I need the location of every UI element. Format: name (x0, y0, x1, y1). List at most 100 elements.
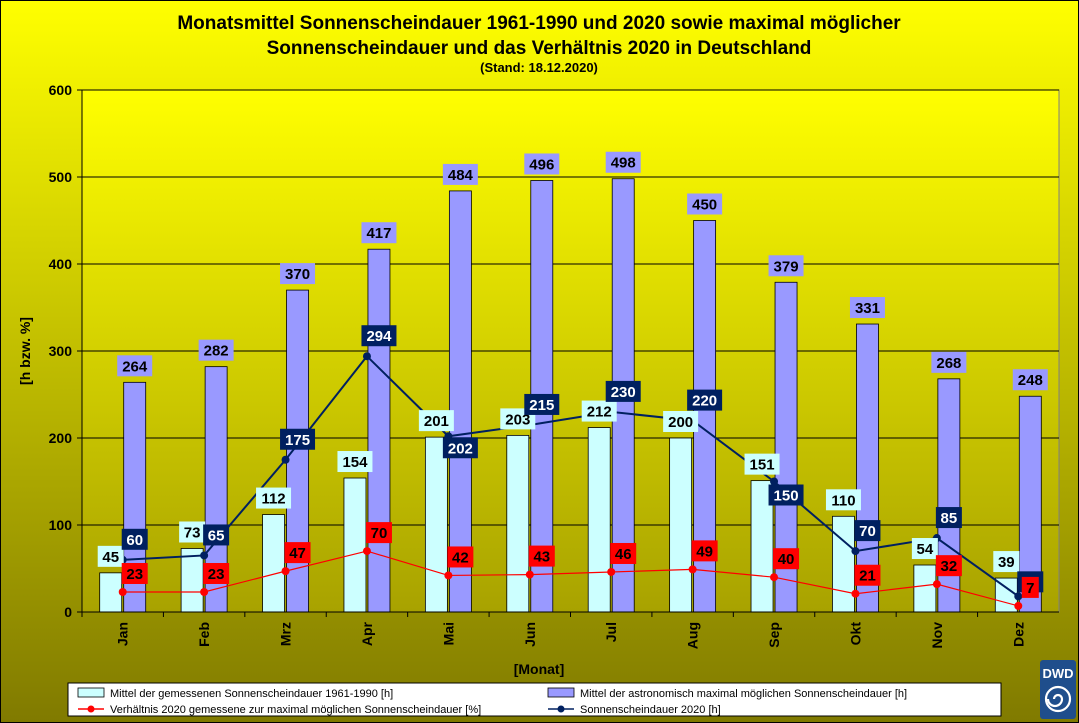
bar-mean-Jun (506, 434, 530, 613)
label-max-Apr: 417 (361, 222, 397, 244)
point-ratio-Aug (688, 565, 697, 574)
label-sun2020-Aug: 220 (687, 389, 723, 411)
label-ratio-Jul-bg (610, 542, 637, 564)
label-mean-Mai-text: 201 (424, 413, 449, 430)
label-max-Jan-text: 264 (122, 358, 148, 375)
label-sun2020-Feb: 65 (203, 524, 230, 546)
point-ratio-Feb (200, 587, 209, 596)
label-sun2020-Sep-text: 150 (774, 488, 799, 505)
label-ratio-Mai: 42 (447, 546, 474, 568)
label-max-Jan: 264 (117, 355, 153, 377)
label-sun2020-Jun-bg (524, 393, 560, 415)
label-mean-Jan-bg (97, 545, 124, 567)
label-max-Nov-text: 268 (936, 355, 961, 372)
dwd-spiral-icon (1044, 685, 1072, 713)
label-ratio-Apr-bg (365, 522, 392, 544)
point-sun2020-Mrz (281, 455, 290, 464)
bar-max-Nov (937, 378, 961, 613)
bar-mean-Aug (669, 437, 693, 613)
bar-max-Mrz (286, 289, 309, 613)
bar-mean-Nov (913, 564, 937, 613)
label-ratio-Sep-bg (773, 548, 800, 570)
label-ratio-Dez-text: 7 (1026, 580, 1034, 597)
x-tick-label-Aug: Aug (685, 622, 701, 649)
point-sun2020-Apr (362, 352, 371, 361)
label-max-Feb-text: 282 (204, 343, 229, 360)
label-sun2020-Apr: 294 (361, 325, 397, 347)
label-ratio-Aug-text: 49 (696, 543, 713, 560)
label-ratio-Aug: 49 (691, 540, 718, 562)
point-sun2020-Sep (770, 477, 779, 486)
y-tick-label: 0 (64, 604, 72, 620)
legend-swatch-mean (77, 687, 105, 698)
point-ratio-Jul (607, 567, 616, 576)
line-ratio (122, 550, 1019, 607)
bar-mean-Jul (587, 427, 611, 613)
point-sun2020-Okt (851, 547, 860, 556)
label-sun2020-Mai-bg (442, 437, 478, 459)
label-mean-Nov-text: 54 (917, 541, 934, 558)
point-ratio-Mai (444, 571, 453, 580)
label-max-Mai: 484 (442, 163, 478, 185)
legend-marker-ratio (87, 705, 95, 713)
legend-swatch-max (547, 687, 575, 698)
label-mean-Apr-bg (337, 451, 373, 473)
label-sun2020-Sep-bg (768, 484, 804, 506)
label-sun2020-Jul-text: 230 (611, 384, 636, 401)
label-max-Feb: 282 (198, 339, 234, 361)
label-max-Nov: 268 (931, 351, 967, 373)
label-sun2020-Aug-bg (687, 389, 723, 411)
label-sun2020-Okt-bg (854, 520, 881, 542)
label-sun2020-Apr-text: 294 (366, 328, 392, 345)
label-max-Sep: 379 (768, 255, 804, 277)
label-ratio-Feb-text: 23 (208, 566, 225, 583)
label-ratio-Dez: 7 (1021, 576, 1039, 598)
point-ratio-Dez (1014, 601, 1023, 610)
label-sun2020-Jan: 60 (121, 528, 148, 550)
label-mean-Mai: 201 (418, 410, 454, 432)
point-ratio-Mrz (281, 567, 290, 576)
x-tick-label-Nov: Nov (929, 622, 945, 649)
legend-marker-sun2020 (557, 705, 565, 713)
label-mean-Nov: 54 (911, 538, 938, 560)
label-max-Nov-bg (931, 351, 967, 373)
label-ratio-Mrz: 47 (284, 542, 311, 564)
label-mean-Feb-bg (179, 521, 206, 543)
x-tick-label-Sep: Sep (766, 622, 782, 648)
bar-mean-Apr (343, 477, 367, 613)
label-mean-Jan-text: 45 (102, 549, 119, 566)
label-max-Sep-text: 379 (774, 258, 799, 275)
point-ratio-Jun (525, 570, 534, 579)
label-sun2020-Jul-bg (605, 380, 641, 402)
legend-item-sun2020: Sonnenscheindauer 2020 [h] (548, 704, 721, 716)
label-ratio-Jul-text: 46 (615, 546, 632, 563)
point-ratio-Sep (770, 573, 779, 582)
label-ratio-Jun-text: 43 (533, 549, 550, 566)
bar-mean-Okt (832, 515, 855, 613)
point-ratio-Nov (932, 580, 941, 589)
label-sun2020-Aug-text: 220 (692, 393, 717, 410)
label-max-Apr-text: 417 (366, 225, 391, 242)
bar-mean-Jan (99, 572, 123, 613)
label-max-Okt-text: 331 (855, 300, 880, 317)
dwd-logo: DWD (1040, 660, 1076, 719)
x-tick-label-Apr: Apr (359, 621, 375, 646)
label-mean-Feb-text: 73 (184, 524, 201, 541)
label-max-Aug-text: 450 (692, 197, 717, 214)
legend-item-ratio: Verhältnis 2020 gemessene zur maximal mö… (78, 704, 481, 716)
chart-subtitle: (Stand: 18.12.2020) (480, 60, 598, 75)
gridlines (82, 89, 1059, 613)
label-ratio-Dez-bg (1021, 576, 1039, 598)
label-mean-Dez: 39 (993, 551, 1020, 573)
label-max-Apr-bg (361, 222, 397, 244)
label-mean-Mrz-bg (256, 487, 292, 509)
label-mean-Jan: 45 (97, 545, 124, 567)
label-mean-Aug-bg (663, 411, 699, 432)
label-sun2020-Jan-bg (121, 528, 148, 550)
label-sun2020-Okt: 70 (854, 520, 881, 542)
label-mean-Jun-text: 203 (505, 411, 530, 428)
label-mean-Sep-bg (744, 453, 780, 475)
label-max-Jun-text: 496 (529, 156, 554, 173)
y-axis-label: [h bzw. %] (17, 317, 33, 385)
label-max-Mai-text: 484 (448, 167, 474, 184)
